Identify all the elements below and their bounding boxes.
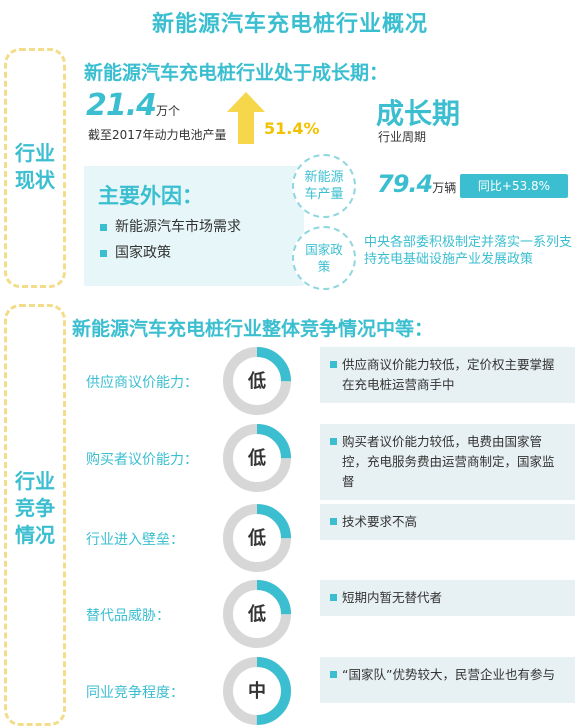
gauge-level-text: 低 <box>247 603 266 625</box>
level-gauge: 低 <box>223 347 291 415</box>
level-gauge: 低 <box>223 504 291 572</box>
cycle-caption: 行业周期 <box>378 130 427 144</box>
competition-side-panel <box>4 304 66 726</box>
status-side-panel <box>4 48 66 288</box>
bullet-square-icon <box>330 438 337 445</box>
level-gauge: 低 <box>223 580 291 648</box>
gauge-level-text: 低 <box>247 370 266 392</box>
factors-title: 主要外因： <box>98 184 203 208</box>
gauge-fill <box>223 580 291 648</box>
bullet-square-icon <box>330 518 337 525</box>
status-side-label: 行业 现状 <box>15 141 55 192</box>
growth-arrow-icon <box>227 92 265 144</box>
competition-heading: 新能源汽车充电桩行业整体竞争情况中等： <box>72 318 434 340</box>
battery-value: 21.4 <box>86 88 157 123</box>
production-value: 79.4 <box>377 170 433 198</box>
row-description: 短期内暂无替代者 <box>342 590 443 605</box>
production-stat: 79.4万辆 <box>377 170 456 198</box>
status-heading: 新能源汽车充电桩行业处于成长期： <box>84 62 389 84</box>
page-title: 新能源汽车充电桩行业概况 <box>151 12 428 37</box>
gauge-fill <box>223 657 291 725</box>
bullet-square-icon <box>330 671 337 678</box>
row-description: 技术要求不高 <box>342 514 418 529</box>
production-circle: 新能源车产量 <box>292 154 356 218</box>
gauge-fill <box>223 504 291 572</box>
row-label: 购买者议价能力： <box>86 452 198 468</box>
level-gauge: 中 <box>223 657 291 725</box>
policy-circle: 国家政策 <box>292 226 356 290</box>
row-label: 供应商议价能力： <box>86 375 198 391</box>
cycle-value: 成长期 <box>376 97 461 130</box>
bullet-square-icon <box>330 594 337 601</box>
factor-item: 新能源汽车市场需求 <box>100 216 241 236</box>
production-yoy-badge: 同比+53.8% <box>460 174 568 198</box>
production-unit: 万辆 <box>432 181 457 195</box>
row-description-box: 供应商议价能力较低，定价权主要掌握在充电桩运营商手中 <box>320 347 575 403</box>
bullet-square-icon <box>330 361 337 368</box>
battery-caption: 截至2017年动力电池产量 <box>88 128 227 142</box>
bullet-square-icon <box>100 223 107 231</box>
battery-stat: 21.4万个 <box>86 88 180 123</box>
battery-unit: 万个 <box>156 104 181 118</box>
policy-text: 中央各部委积极制定并落实一系列支持充电基础设施产业发展政策 <box>364 235 573 267</box>
gauge-level-text: 低 <box>247 527 266 549</box>
gauge-level-text: 中 <box>248 680 266 702</box>
row-description: 购买者议价能力较低，电费由国家管控，充电服务费由运营商制定，国家监督 <box>342 434 555 489</box>
row-description: “国家队”优势较大，民营企业也有参与 <box>342 667 555 682</box>
battery-growth: 51.4% <box>264 119 320 138</box>
row-description-box: 购买者议价能力较低，电费由国家管控，充电服务费由运营商制定，国家监督 <box>320 424 575 500</box>
bullet-square-icon <box>100 249 107 257</box>
competition-side-label: 行业 竞争 情况 <box>15 469 55 547</box>
gauge-level-text: 低 <box>247 447 266 469</box>
factor-item: 国家政策 <box>100 242 171 262</box>
level-gauge: 低 <box>223 424 291 492</box>
row-label: 替代品威胁： <box>86 608 170 624</box>
row-label: 同业竞争程度： <box>86 685 184 701</box>
gauge-fill <box>223 424 291 492</box>
row-description-box: 技术要求不高 <box>320 504 575 540</box>
row-description: 供应商议价能力较低，定价权主要掌握在充电桩运营商手中 <box>342 357 555 392</box>
gauge-fill <box>223 347 291 415</box>
row-label: 行业进入壁垒： <box>86 532 184 548</box>
row-description-box: “国家队”优势较大，民营企业也有参与 <box>320 657 575 703</box>
external-factors-box <box>84 166 304 286</box>
row-description-box: 短期内暂无替代者 <box>320 580 575 616</box>
